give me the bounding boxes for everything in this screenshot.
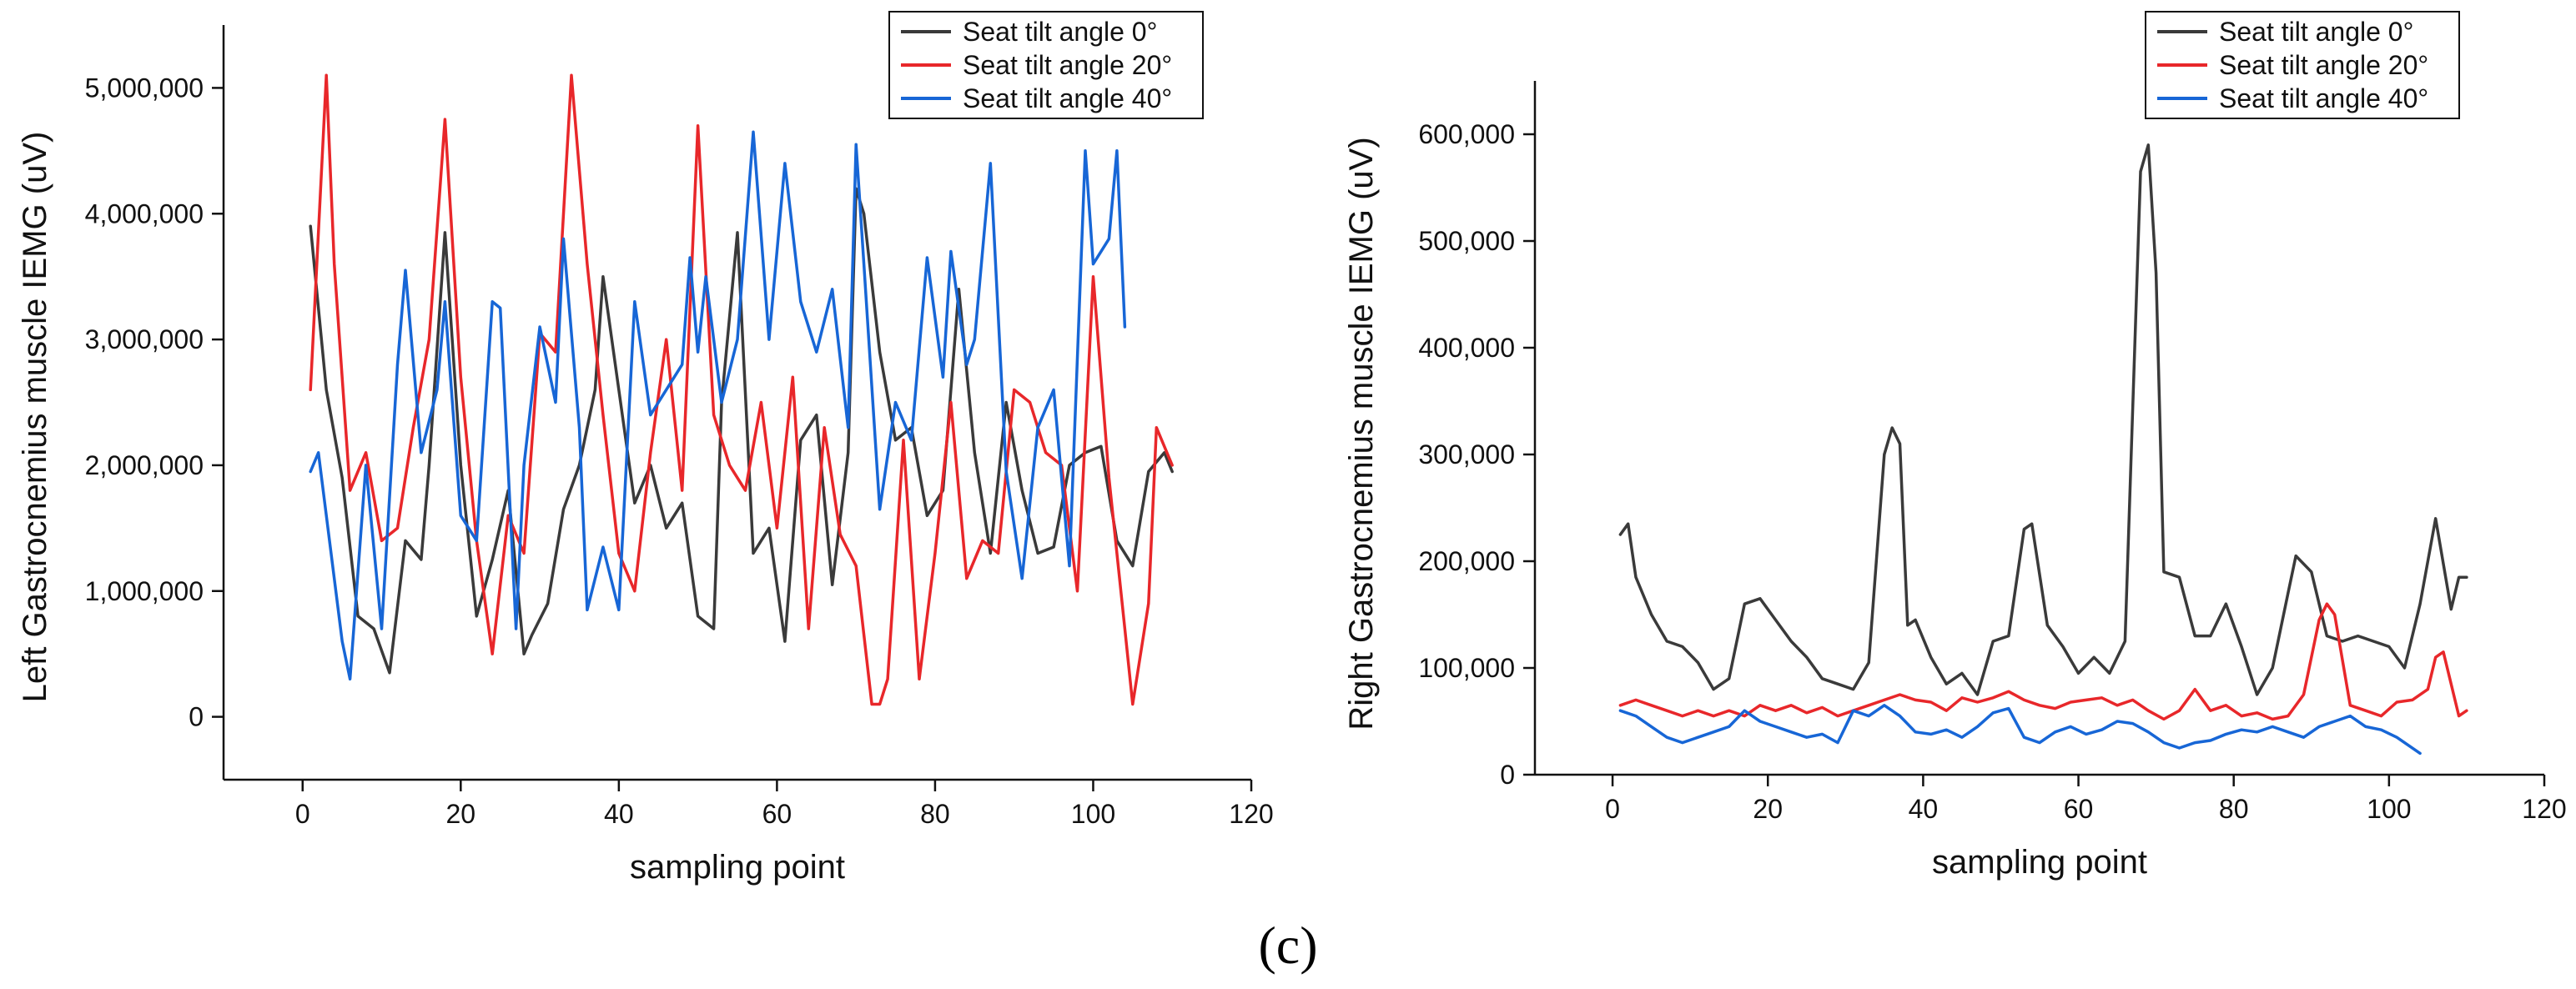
right-x-tick-label: 100 bbox=[2367, 794, 2411, 824]
left-y-tick-label: 4,000,000 bbox=[85, 198, 204, 228]
chart-left-gastrocnemius: 0 20 40 60 80 100 120 0 1,000,000 2,000,000 3,000,… bbox=[17, 11, 1274, 886]
left-y-tick-label: 0 bbox=[189, 702, 204, 732]
right-y-tick-label: 500,000 bbox=[1418, 226, 1515, 256]
figure-caption: (c) bbox=[1258, 916, 1317, 975]
right-series-line-1 bbox=[1618, 602, 2468, 721]
right-legend-label-2: Seat tilt angle 40° bbox=[2219, 83, 2428, 113]
right-x-tick-label: 20 bbox=[1753, 794, 1783, 824]
left-y-tick-label: 1,000,000 bbox=[85, 576, 204, 606]
right-y-tick-label: 200,000 bbox=[1418, 546, 1515, 576]
right-x-tick-label: 120 bbox=[2522, 794, 2566, 824]
right-y-tick-label: 100,000 bbox=[1418, 653, 1515, 683]
left-y-axis-title: Left Gastrocnemius muscle IEMG (uV) bbox=[17, 132, 53, 703]
left-x-tick-label: 20 bbox=[446, 799, 476, 829]
right-x-tick-label: 60 bbox=[2064, 794, 2094, 824]
right-x-axis-title: sampling point bbox=[1932, 844, 2147, 881]
right-x-tick-label: 80 bbox=[2219, 794, 2249, 824]
left-y-tick-label: 2,000,000 bbox=[85, 450, 204, 480]
left-x-tick-label: 100 bbox=[1071, 799, 1115, 829]
left-x-tick-label: 0 bbox=[295, 799, 310, 829]
right-series-line-0 bbox=[1618, 143, 2468, 696]
right-x-tick-label: 0 bbox=[1605, 794, 1620, 824]
right-legend-label-0: Seat tilt angle 0° bbox=[2219, 17, 2413, 47]
left-y-tick-label: 3,000,000 bbox=[85, 324, 204, 354]
left-legend-label-1: Seat tilt angle 20° bbox=[963, 50, 1172, 80]
right-y-tick-label: 0 bbox=[1500, 760, 1515, 790]
right-x-tick-label: 40 bbox=[1909, 794, 1939, 824]
left-series-line-1 bbox=[309, 73, 1174, 706]
left-series-line-2 bbox=[309, 130, 1127, 681]
right-series-line-2 bbox=[1618, 704, 2422, 756]
right-y-axis-title: Right Gastrocnemius muscle IEMG (uV) bbox=[1343, 137, 1380, 730]
right-y-tick-label: 300,000 bbox=[1418, 439, 1515, 469]
left-x-axis-title: sampling point bbox=[630, 849, 845, 886]
left-series-line-0 bbox=[309, 187, 1174, 675]
right-y-tick-label: 400,000 bbox=[1418, 333, 1515, 363]
left-x-tick-label: 60 bbox=[762, 799, 792, 829]
left-legend-label-0: Seat tilt angle 0° bbox=[963, 17, 1157, 47]
left-x-tick-label: 80 bbox=[920, 799, 950, 829]
left-x-tick-label: 120 bbox=[1229, 799, 1273, 829]
chart-right-gastrocnemius: 0 20 40 60 80 100 120 0 100,000 200,000 300,000 400… bbox=[1343, 11, 2567, 881]
left-legend-label-2: Seat tilt angle 40° bbox=[963, 83, 1172, 113]
right-legend-label-1: Seat tilt angle 20° bbox=[2219, 50, 2428, 80]
right-y-tick-label: 600,000 bbox=[1418, 119, 1515, 149]
left-x-tick-label: 40 bbox=[604, 799, 634, 829]
left-y-tick-label: 5,000,000 bbox=[85, 73, 204, 103]
